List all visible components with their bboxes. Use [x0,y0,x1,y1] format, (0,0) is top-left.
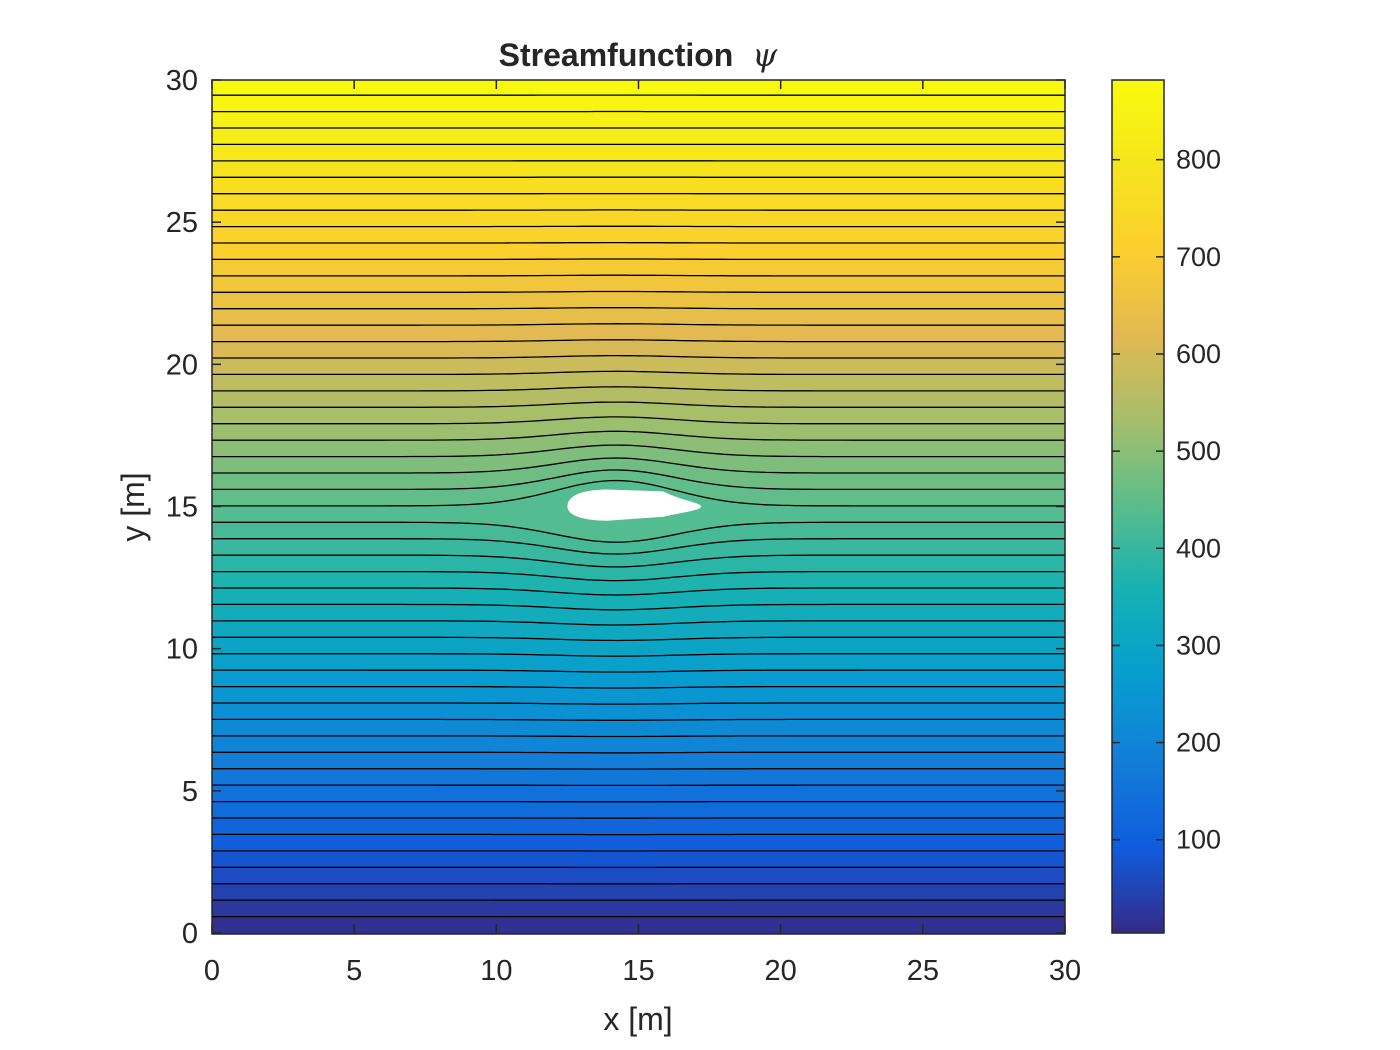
contour-band [212,719,1065,737]
colorbar-tick-label: 600 [1176,339,1221,369]
contour-band [212,176,1065,194]
contour-line [212,620,1065,626]
contour-line [212,685,1065,689]
contour-band [212,801,1065,819]
x-axis-label: x [m] [603,1001,672,1037]
contour-band [212,242,1065,260]
y-tick-label: 0 [182,918,198,950]
colorbar-tick-label: 100 [1176,825,1221,855]
colorbar-tick-label: 800 [1176,145,1221,175]
contour-line [212,323,1065,326]
contour-band [212,752,1065,770]
colorbar-ticks: 100 200 300 400 500 600 700 800 [1112,145,1221,855]
contour-band [212,735,1065,754]
contour-band [212,850,1065,868]
y-axis-label: y [m] [115,472,151,541]
contour-line [212,521,1065,543]
contour-band [212,867,1065,885]
contour-band [212,669,1065,689]
contour-band [212,160,1065,178]
contour-band [212,686,1065,705]
contour-band [212,702,1065,721]
contour-band [212,94,1065,112]
contour-line [212,416,1065,425]
contour-line [212,538,1065,555]
y-axis: 0 5 10 15 20 25 30 [166,65,1065,950]
x-tick-label: 5 [346,955,362,987]
obstacle-region [567,489,702,521]
x-tick-label: 10 [480,955,512,987]
contour-band [212,883,1065,901]
contour-line [212,306,1065,310]
contour-band [212,226,1065,244]
contour-band [212,768,1065,786]
contour-band [212,834,1065,852]
x-tick-label: 20 [765,955,797,987]
contour-line [212,401,1065,408]
filled-contour-bands [212,80,1065,934]
x-tick-label: 25 [907,955,939,987]
contour-line [212,430,1065,441]
contour-line [212,469,1065,491]
contour-line [212,386,1065,392]
contour-band [212,307,1065,326]
y-tick-label: 20 [166,349,198,381]
colorbar-tick-label: 300 [1176,630,1221,660]
contour-line [212,702,1065,705]
contour-band [212,209,1065,227]
contour-line [212,457,1065,474]
y-tick-label: 10 [166,634,198,666]
contour-line [212,370,1065,376]
contour-band [212,784,1065,803]
x-tick-label: 0 [204,955,220,987]
contour-line [212,718,1065,721]
colorbar-tick-label: 700 [1176,242,1221,272]
colorbar-tick-label: 400 [1176,533,1221,563]
colorbar-tick-label: 500 [1176,436,1221,466]
contour-line [212,354,1065,359]
x-axis: 0 5 10 15 20 25 30 [204,80,1081,987]
contour-line [212,751,1065,754]
contour-line [212,587,1065,596]
contour-band [212,899,1065,917]
svg-text:Streamfunction ψ: Streamfunction ψ [499,36,779,74]
contour-lines [212,94,1065,918]
contour-line [212,653,1065,657]
contour-band [212,323,1065,342]
contour-line [212,735,1065,738]
plot-area [212,80,1065,934]
contour-band [212,817,1065,835]
contour-line [212,603,1065,611]
y-tick-label: 25 [166,207,198,239]
contour-band [212,258,1065,277]
contour-line [212,444,1065,458]
x-tick-label: 15 [622,955,654,987]
contour-band [212,111,1065,129]
y-tick-label: 5 [182,776,198,808]
title-symbol: ψ [752,36,778,74]
y-tick-label: 30 [166,65,198,97]
colorbar-tick-label: 200 [1176,728,1221,758]
contour-line [212,290,1065,293]
contour-line [212,479,1065,507]
contour-band [212,193,1065,211]
contour-line [212,339,1065,343]
contour-line [212,274,1065,277]
contour-band [212,274,1065,293]
contour-band [212,144,1065,162]
contour-line [212,554,1065,568]
colorbar-gradient [1112,80,1164,933]
x-tick-label: 30 [1049,955,1081,987]
chart-title: Streamfunction ψ [499,36,779,74]
contour-band [212,127,1065,145]
y-tick-label: 15 [166,492,198,524]
colorbar: 100 200 300 400 500 600 700 800 [1111,79,1221,934]
contour-line [212,636,1065,642]
contour-band [212,291,1065,309]
title-text: Streamfunction [499,37,734,73]
contour-line [212,669,1065,673]
colorbar-frame [1111,79,1165,934]
contour-line [212,570,1065,582]
